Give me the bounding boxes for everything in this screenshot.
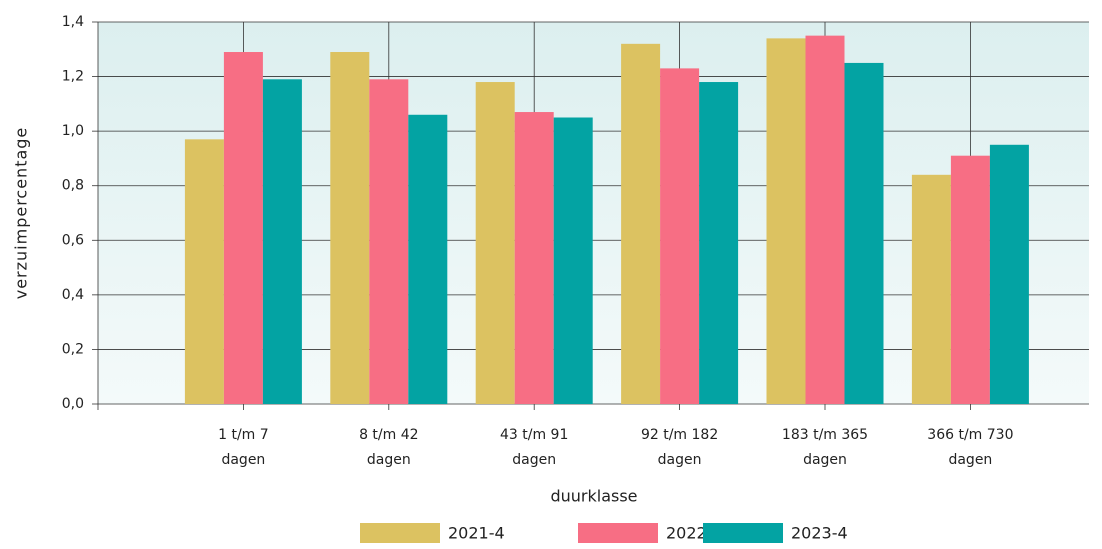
bar	[844, 62, 884, 405]
x-axis-label: duurklasse	[550, 487, 637, 506]
bar	[330, 52, 370, 405]
bar	[223, 52, 263, 405]
bar	[699, 82, 739, 405]
bar	[766, 38, 806, 404]
bar	[950, 155, 990, 404]
y-tick-label: 0,2	[62, 341, 84, 357]
bar	[989, 144, 1029, 405]
bar	[911, 174, 951, 404]
y-tick-label: 0,0	[62, 396, 84, 412]
x-tick-label: dagen	[803, 452, 847, 468]
y-tick-label: 1,0	[62, 123, 84, 139]
bar	[660, 68, 700, 404]
x-tick-label: dagen	[512, 452, 556, 468]
x-tick-label: dagen	[658, 452, 702, 468]
x-tick-label: 1 t/m 7	[218, 427, 269, 443]
bar	[514, 112, 554, 405]
legend-swatch	[578, 523, 658, 543]
y-tick-label: 0,4	[62, 287, 84, 303]
legend-label: 2023-4	[791, 524, 848, 543]
y-tick-label: 1,4	[62, 14, 84, 30]
x-tick-label: dagen	[367, 452, 411, 468]
bar	[553, 117, 593, 404]
bar	[805, 35, 845, 405]
y-tick-label: 1,2	[62, 69, 84, 85]
bar	[475, 82, 515, 405]
x-tick-label: 366 t/m 730	[927, 427, 1013, 443]
x-tick-label: 8 t/m 42	[359, 427, 418, 443]
bar	[262, 79, 302, 405]
x-tick-label: dagen	[948, 452, 992, 468]
bar	[621, 43, 661, 404]
x-tick-label: 183 t/m 365	[782, 427, 868, 443]
y-tick-label: 0,8	[62, 178, 84, 194]
x-tick-label: dagen	[221, 452, 265, 468]
x-tick-label: 43 t/m 91	[500, 427, 568, 443]
x-tick-label: 92 t/m 182	[641, 427, 718, 443]
bar	[369, 79, 409, 405]
legend-swatch	[703, 523, 783, 543]
legend-label: 2021-4	[448, 524, 505, 543]
legend-swatch	[360, 523, 440, 543]
y-tick-label: 0,6	[62, 232, 84, 248]
bar	[184, 139, 224, 405]
bar	[408, 114, 448, 405]
y-axis-label: verzuimpercentage	[12, 127, 31, 300]
